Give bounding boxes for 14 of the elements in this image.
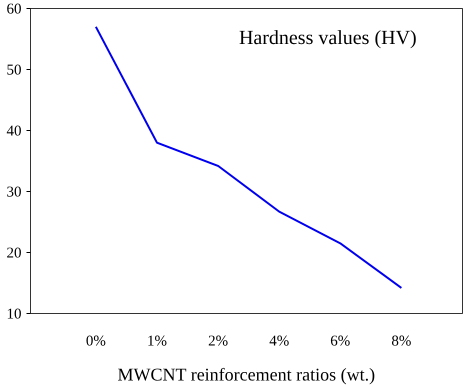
y-tick-label: 40 (6, 124, 22, 140)
y-tick-label: 50 (6, 62, 22, 78)
y-tick-label: 30 (6, 184, 22, 200)
x-tick-label: 4% (269, 334, 290, 350)
annotation: Hardness values (HV) (238, 26, 417, 49)
x-tick-label: 0% (86, 334, 106, 350)
x-tick-label: 2% (208, 334, 228, 350)
x-tick-label: 1% (146, 334, 167, 350)
x-tick-label: 6% (330, 334, 350, 350)
y-tick-label: 10 (6, 306, 22, 322)
y-tick-label: 20 (6, 246, 22, 262)
x-axis-title: MWCNT reinforcement ratios (wt.) (118, 364, 376, 384)
y-tick-label: 60 (6, 2, 22, 18)
x-tick-label: 8% (391, 334, 412, 350)
